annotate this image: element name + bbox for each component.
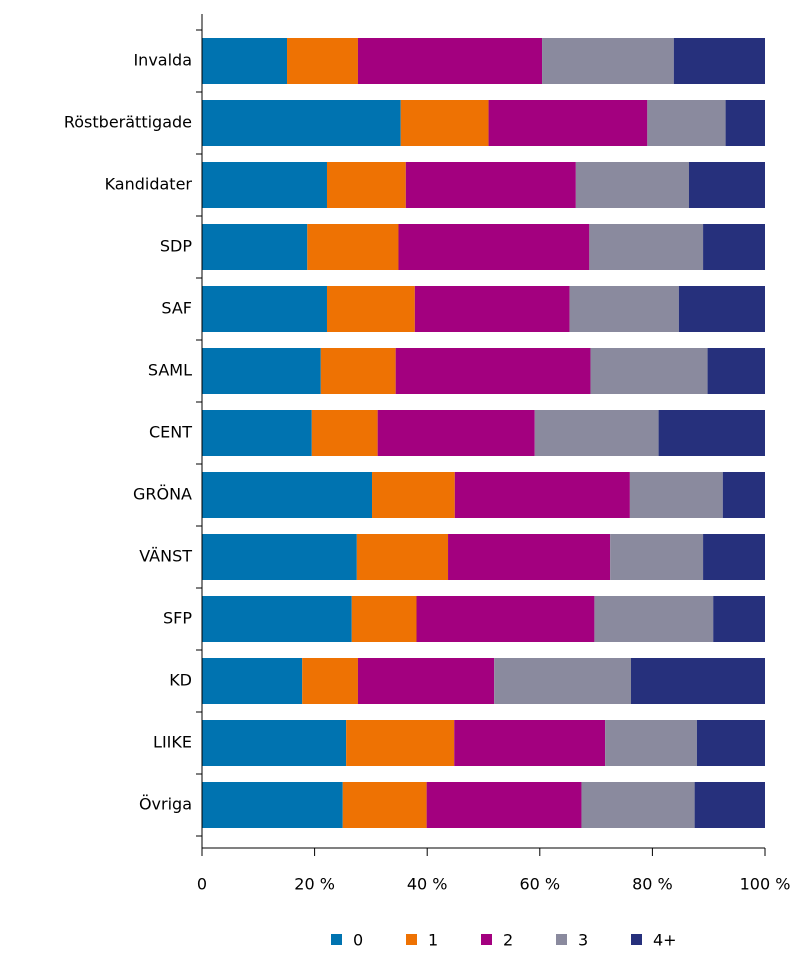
bar-segment — [398, 224, 590, 270]
y-tick-label: VÄNST — [139, 547, 192, 566]
y-tick-label: Kandidater — [105, 175, 193, 194]
bar-segment — [416, 596, 595, 642]
bar-segment — [320, 348, 396, 394]
bar-segment — [569, 286, 679, 332]
x-tick-label: 0 — [197, 875, 207, 894]
bar-segment — [703, 534, 765, 580]
bar-segment — [326, 162, 406, 208]
bar-segment — [351, 596, 417, 642]
bar-segment — [202, 162, 327, 208]
y-tick-label: CENT — [149, 423, 192, 442]
bar-segment — [202, 658, 303, 704]
bar-segment — [202, 286, 327, 332]
bar-segment — [287, 38, 358, 84]
x-tick-label: 40 % — [407, 875, 448, 894]
x-tick-label: 100 % — [740, 875, 791, 894]
bar-segment — [202, 472, 373, 518]
bar-segment — [405, 162, 576, 208]
bar-segment — [372, 472, 455, 518]
bar-segment — [696, 720, 765, 766]
bar-segment — [581, 782, 695, 828]
bar-segment — [703, 224, 765, 270]
legend-swatch — [406, 934, 417, 945]
bar-segment — [589, 224, 704, 270]
y-tick-label: KD — [169, 671, 192, 690]
bar-segment — [342, 782, 427, 828]
bar-segment — [302, 658, 358, 704]
bar-segment — [202, 38, 288, 84]
bar-segment — [202, 224, 308, 270]
bar-segment — [307, 224, 399, 270]
legend-label: 2 — [503, 931, 513, 950]
bar-segment — [725, 100, 765, 146]
bar-segment — [395, 348, 591, 394]
bar-segment — [202, 410, 312, 456]
legend-swatch — [631, 934, 642, 945]
legend-swatch — [556, 934, 567, 945]
bar-segment — [202, 782, 343, 828]
bar-segment — [610, 534, 704, 580]
y-tick-label: SAML — [148, 361, 192, 380]
bar-segment — [534, 410, 659, 456]
bar-segment — [678, 286, 765, 332]
bar-segment — [658, 410, 765, 456]
bar-segment — [311, 410, 378, 456]
y-tick-label: Invalda — [133, 51, 192, 70]
x-tick-label: 60 % — [519, 875, 560, 894]
legend-swatch — [481, 934, 492, 945]
bar-segment — [631, 658, 765, 704]
bar-segment — [647, 100, 726, 146]
y-tick-label: SFP — [163, 609, 192, 628]
bar-segment — [357, 38, 543, 84]
legend-label: 4+ — [653, 931, 677, 950]
bar-segment — [357, 658, 495, 704]
bar-segment — [400, 100, 489, 146]
bar-segment — [594, 596, 714, 642]
bar-segment — [542, 38, 674, 84]
bar-segment — [346, 720, 455, 766]
bar-segment — [707, 348, 765, 394]
bar-segment — [454, 472, 630, 518]
bar-segment — [202, 596, 352, 642]
legend-swatch — [331, 934, 342, 945]
y-tick-label: Röstberättigade — [64, 113, 192, 132]
bar-segment — [688, 162, 765, 208]
y-tick-label: LIIKE — [153, 733, 192, 752]
bar-segment — [488, 100, 648, 146]
bar-segment — [377, 410, 535, 456]
bar-segment — [356, 534, 449, 580]
bar-segment — [454, 720, 606, 766]
bar-segment — [494, 658, 632, 704]
bar-segment — [605, 720, 697, 766]
x-tick-label: 20 % — [294, 875, 335, 894]
bar-segment — [202, 100, 401, 146]
x-tick-label: 80 % — [632, 875, 673, 894]
bar-segment — [590, 348, 708, 394]
bar-segment — [414, 286, 570, 332]
bar-segment — [713, 596, 765, 642]
bar-segment — [673, 38, 765, 84]
legend-label: 3 — [578, 931, 588, 950]
legend-label: 0 — [353, 931, 363, 950]
bar-segment — [202, 348, 321, 394]
y-tick-label: Övriga — [139, 795, 192, 814]
bar-segment — [575, 162, 689, 208]
bar-segment — [426, 782, 582, 828]
bar-segment — [448, 534, 611, 580]
bar-segment — [202, 534, 357, 580]
y-tick-label: SDP — [160, 237, 192, 256]
legend-label: 1 — [428, 931, 438, 950]
bar-segment — [629, 472, 723, 518]
y-tick-label: SAF — [161, 299, 192, 318]
y-tick-label: GRÖNA — [133, 485, 192, 504]
bar-segment — [722, 472, 765, 518]
bar-segment — [694, 782, 765, 828]
bar-segment — [326, 286, 415, 332]
bar-segment — [202, 720, 347, 766]
